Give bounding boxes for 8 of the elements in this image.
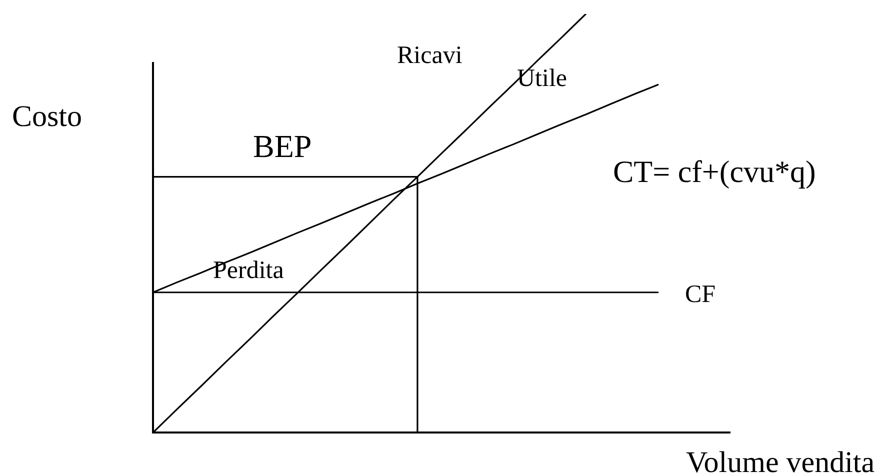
series-label: CT= cf+(cvu*q): [613, 154, 816, 189]
y-axis-title: Costo: [12, 100, 82, 133]
x-axis-title: Volume vendita: [686, 446, 875, 475]
series-label: Ricavi: [397, 42, 462, 69]
annotation: Perdita: [213, 257, 284, 284]
annotation: Utile: [517, 65, 567, 92]
series-label: CF: [685, 281, 716, 308]
series-label: BEP: [253, 128, 312, 164]
